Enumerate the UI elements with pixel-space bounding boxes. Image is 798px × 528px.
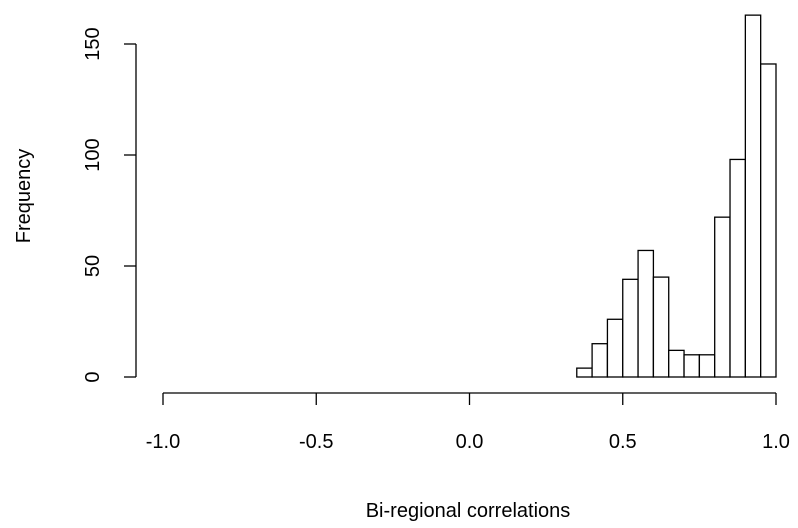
histogram-bar	[576, 367, 593, 378]
histogram-bar	[744, 14, 762, 378]
histogram-bar	[760, 63, 777, 378]
x-tick-label: -0.5	[299, 431, 333, 453]
y-tick-label: 50	[82, 255, 104, 277]
x-tick-label: 1.0	[762, 431, 790, 453]
histogram-bar	[668, 349, 685, 378]
histogram-bar	[652, 276, 670, 378]
x-axis-title: Bi-regional correlations	[366, 500, 571, 522]
histogram-bar	[622, 278, 639, 378]
y-tick-label: 100	[82, 138, 104, 171]
histogram-bar	[729, 158, 747, 378]
histogram-bar	[591, 343, 609, 378]
y-axis-title: Frequency	[13, 149, 35, 244]
histogram-bar	[637, 249, 655, 378]
histogram-bar	[683, 354, 701, 378]
x-tick-label: 0.0	[456, 431, 484, 453]
y-tick-label: 150	[82, 27, 104, 60]
bars-layer	[576, 14, 777, 378]
x-tick-label: 0.5	[609, 431, 637, 453]
y-tick-label: 0	[82, 371, 104, 382]
x-axis: -1.0 -0.5 0.0 0.5 1.0	[146, 392, 790, 453]
histogram-bar	[698, 354, 716, 378]
histogram-bar	[606, 318, 624, 378]
y-axis: 0 50 100 150	[82, 27, 137, 383]
x-tick-label: -1.0	[146, 431, 180, 453]
histogram-bar	[714, 216, 731, 378]
